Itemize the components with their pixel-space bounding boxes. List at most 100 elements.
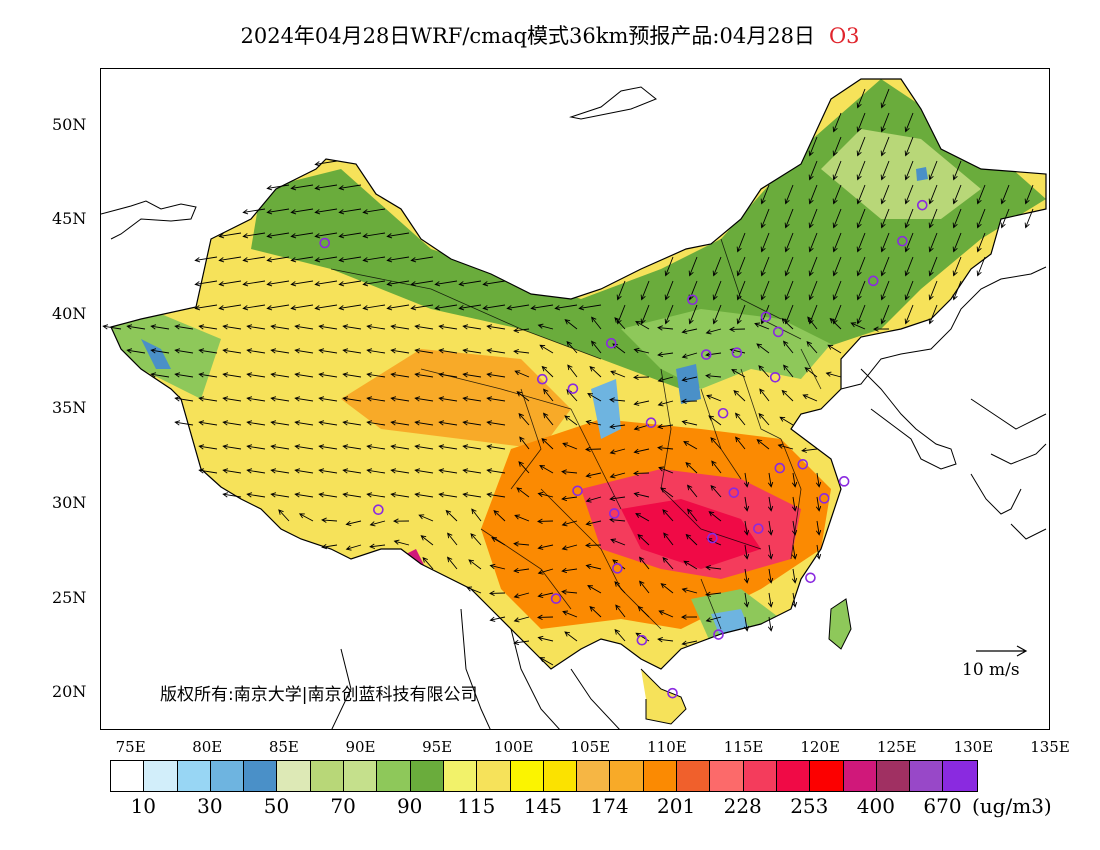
wind-arrow xyxy=(633,400,650,406)
wind-arrow xyxy=(657,445,674,451)
wind-arrow xyxy=(543,388,554,402)
wind-arrow xyxy=(513,592,530,599)
wind-arrow xyxy=(539,657,554,666)
wind-arrow xyxy=(759,388,770,402)
wind-arrow xyxy=(462,372,482,378)
baikal-lake xyxy=(569,86,657,120)
wind-arrow xyxy=(246,372,266,378)
wind-arrow xyxy=(218,280,242,287)
wind-arrow xyxy=(976,256,986,277)
wind-arrow xyxy=(518,461,530,474)
wind-arrow xyxy=(705,351,722,358)
wind-arrow xyxy=(856,208,866,229)
colorbar-tick-label: 10 xyxy=(130,794,157,818)
wind-arrow xyxy=(318,372,338,378)
wind-arrow xyxy=(539,344,554,354)
wind-arrow xyxy=(222,468,242,474)
wind-arrow xyxy=(660,583,674,594)
colorbar-tick-label: 115 xyxy=(457,794,496,818)
wind-arrow xyxy=(342,324,362,330)
wind-arrow xyxy=(712,304,722,325)
wind-arrow xyxy=(705,565,722,571)
wind-arrow xyxy=(321,517,338,523)
wind-arrow xyxy=(246,396,266,402)
wind-arrow xyxy=(663,532,674,546)
wind-arrow xyxy=(414,468,434,474)
wind-arrow xyxy=(390,444,410,450)
wind-arrow xyxy=(266,184,290,191)
wind-arrow xyxy=(222,396,242,402)
city-station-marker xyxy=(667,687,678,699)
map-title: 2024年04月28日WRF/cmaq模式36km预报产品:04月28日 O3 xyxy=(0,20,1100,50)
wind-arrow xyxy=(270,348,290,354)
wind-arrow xyxy=(880,160,890,181)
wind-arrow xyxy=(338,232,362,239)
wind-arrow xyxy=(566,340,578,354)
wind-arrow xyxy=(174,348,194,354)
wind-arrow xyxy=(683,441,698,450)
wind-arrow xyxy=(366,468,386,474)
wind-arrow xyxy=(294,420,314,426)
wind-arrow xyxy=(270,324,290,330)
wind-arrow xyxy=(880,256,890,277)
wind-arrow xyxy=(537,544,554,550)
wind-arrow xyxy=(791,568,798,584)
wind-arrow xyxy=(342,492,362,498)
wind-arrow xyxy=(832,160,842,181)
wind-arrow xyxy=(174,372,194,378)
wind-arrow xyxy=(1024,208,1034,229)
wind-arrow xyxy=(198,444,218,450)
wind-arrow xyxy=(708,511,722,522)
wind-arrow xyxy=(537,491,554,498)
wind-arrow xyxy=(808,184,818,205)
colorbar-swatch xyxy=(177,761,211,791)
wind-arrow xyxy=(832,112,842,133)
wind-arrow xyxy=(294,372,314,378)
wind-arrow xyxy=(681,328,698,334)
wind-arrow xyxy=(410,256,434,263)
wind-arrow xyxy=(486,372,506,378)
wind-arrow xyxy=(537,614,554,621)
wind-arrow xyxy=(711,460,722,474)
colorbar-swatch xyxy=(543,761,578,791)
wind-arrow xyxy=(880,112,890,133)
wind-arrow xyxy=(952,280,962,301)
wind-arrow xyxy=(491,537,506,546)
wind-arrow xyxy=(705,373,722,379)
wind-arrow xyxy=(928,304,938,325)
wind-arrow xyxy=(174,324,194,330)
lon-tick-label: 90E xyxy=(345,738,376,756)
wind-arrow xyxy=(539,465,554,474)
wind-arrow xyxy=(369,520,386,527)
wind-arrow xyxy=(664,304,674,325)
wind-arrow xyxy=(194,304,218,311)
wind-arrow xyxy=(743,616,750,632)
wind-arrow xyxy=(904,160,914,181)
wind-arrow xyxy=(758,365,770,378)
wind-arrow xyxy=(808,232,818,253)
wind-arrow xyxy=(760,280,770,301)
wind-arrow xyxy=(246,492,266,498)
wind-arrow xyxy=(856,112,866,133)
wind-arrow xyxy=(784,208,794,229)
wind-arrow xyxy=(639,580,650,594)
wind-arrow xyxy=(658,466,674,474)
wind-arrow xyxy=(767,472,774,488)
colorbar-swatch xyxy=(244,761,278,791)
wind-arrow xyxy=(438,348,458,354)
wind-arrow xyxy=(270,492,290,498)
wind-arrow xyxy=(657,400,674,407)
wind-arrow xyxy=(609,472,626,479)
wind-arrow xyxy=(804,367,818,378)
lat-tick-label: 50N xyxy=(52,114,87,134)
wind-arrow xyxy=(802,394,818,402)
wind-arrow xyxy=(342,348,362,354)
wind-arrow xyxy=(743,520,750,536)
wind-arrow xyxy=(784,232,794,253)
wind-arrow xyxy=(414,420,434,426)
wind-arrow xyxy=(270,444,290,450)
wind-arrow xyxy=(393,539,410,546)
wind-arrow xyxy=(767,496,774,512)
city-station-marker xyxy=(319,237,331,249)
wind-arrow xyxy=(298,513,314,522)
